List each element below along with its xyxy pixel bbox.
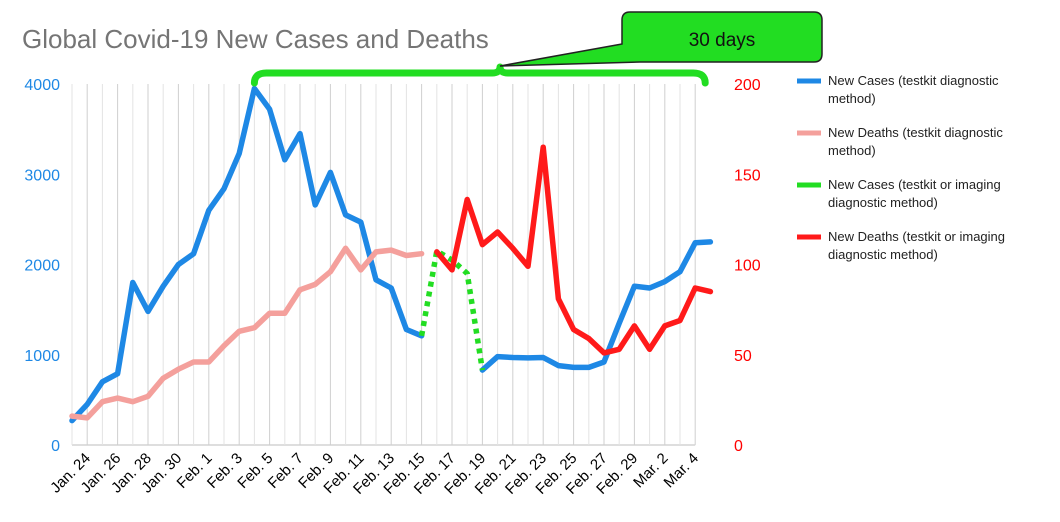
x-tick-label: Mar. 4 [661, 450, 702, 491]
series-line-2 [69, 245, 425, 421]
y-left-tick-label: 3000 [24, 167, 60, 184]
y-axis-right: 0 50 100 150 200 [734, 77, 761, 455]
legend-label-3: New Cases (testkit or imaging diagnostic … [828, 177, 1001, 210]
series-line-1 [69, 85, 714, 424]
series-line-4 [434, 144, 714, 356]
y-left-tick-label: 4000 [24, 77, 60, 94]
legend-label-1: New Cases (testkit diagnostic method) [828, 73, 999, 106]
y-right-tick-label: 50 [734, 348, 752, 365]
annotation-callout-box [499, 11, 823, 67]
legend: New Cases (testkit diagnostic method) New … [797, 73, 1005, 262]
annotation-30-days: 30 days [250, 11, 823, 87]
legend-label-2: New Deaths (testkit diagnostic method) [828, 125, 1003, 158]
y-right-tick-label: 0 [734, 438, 743, 455]
y-left-tick-label: 1000 [24, 348, 60, 365]
legend-label-4: New Deaths (testkit or imaging diagnostic… [828, 229, 1005, 262]
y-axis-left: 0 1000 2000 3000 4000 [24, 77, 60, 455]
y-left-tick-label: 2000 [24, 258, 60, 275]
annotation-label: 30 days [689, 30, 756, 51]
series-layer [69, 85, 714, 424]
chart-title: Global Covid-19 New Cases and Deaths [22, 24, 489, 54]
y-right-tick-label: 150 [734, 167, 761, 184]
y-right-tick-label: 200 [734, 77, 761, 94]
y-right-tick-label: 100 [734, 258, 761, 275]
grid [71, 84, 696, 446]
annotation-brace [250, 63, 709, 87]
y-left-tick-label: 0 [51, 438, 60, 455]
